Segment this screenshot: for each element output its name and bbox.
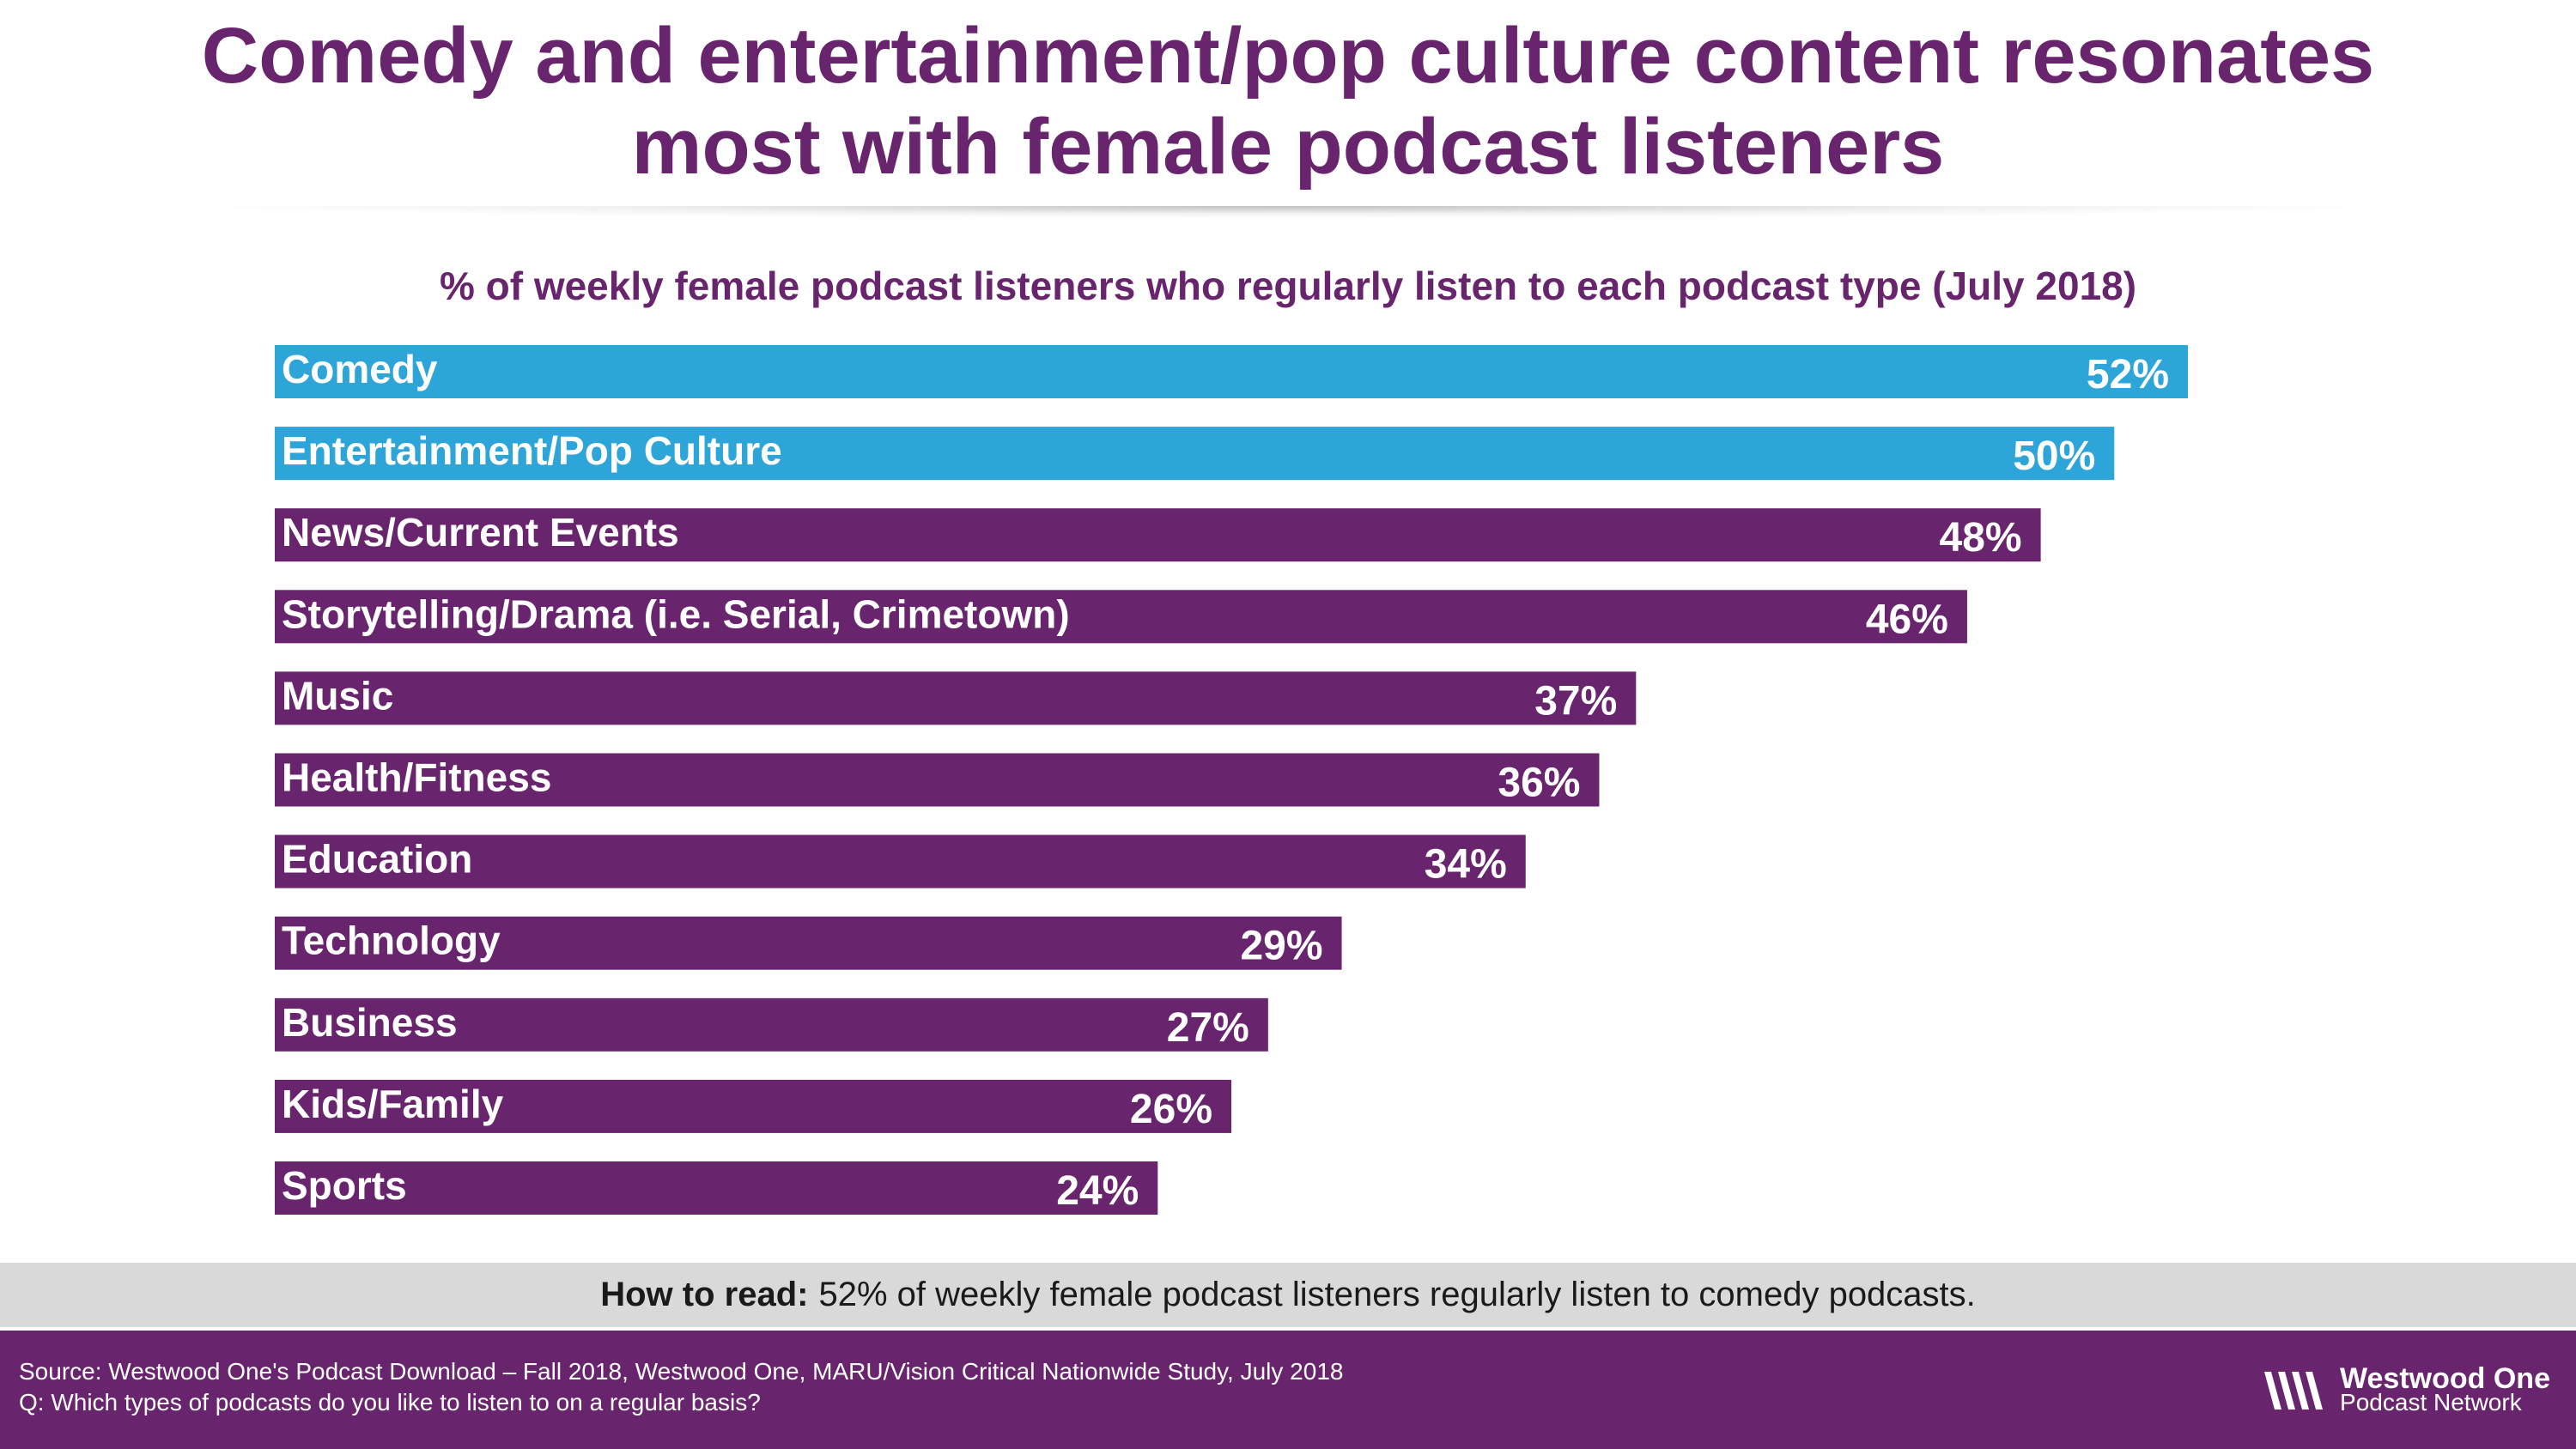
bar-value-label: 50% [2013, 433, 2095, 479]
title-line-1: Comedy and entertainment/pop culture con… [201, 12, 2375, 100]
bar-category-label: Health/Fitness [282, 755, 551, 800]
bar-group: Technology 29% [275, 916, 1342, 970]
bar-value-label: 36% [1498, 761, 1580, 806]
bar-category-label: Entertainment/Pop Culture [282, 428, 782, 473]
page-title: Comedy and entertainment/pop culture con… [0, 10, 2576, 192]
bar [275, 345, 2188, 398]
westwood-one-wave-icon [2264, 1372, 2324, 1410]
bar-value-label: 26% [1130, 1087, 1212, 1132]
bar-group: Music 37% [275, 671, 1637, 725]
bar-group: Kids/Family 26% [275, 1079, 1231, 1133]
bar-category-label: Comedy [282, 347, 438, 391]
bar [275, 590, 1967, 644]
bar [275, 916, 1342, 970]
bar-value-label: 27% [1167, 1005, 1249, 1051]
bar-group: Storytelling/Drama (i.e. Serial, Crimeto… [275, 590, 1967, 644]
how-to-read-banner: How to read: 52% of weekly female podcas… [0, 1263, 2576, 1327]
bar-group: Sports 24% [275, 1161, 1158, 1215]
source-text: Source: Westwood One's Podcast Download … [19, 1358, 1344, 1385]
title-line-2: most with female podcast listeners [631, 103, 1945, 191]
bar-value-label: 52% [2087, 352, 2169, 397]
bar-value-label: 48% [1940, 515, 2022, 561]
bar-category-label: Sports [282, 1163, 407, 1208]
chart-title: % of weekly female podcast listeners who… [439, 264, 2137, 308]
bar-category-label: Business [282, 1000, 458, 1045]
footer: Source: Westwood One's Podcast Download … [0, 1331, 2576, 1449]
bar-group: Business 27% [275, 997, 1268, 1052]
bar [275, 753, 1600, 807]
bar-group: News/Current Events 48% [275, 508, 2041, 562]
bar-category-label: Storytelling/Drama (i.e. Serial, Crimeto… [282, 591, 1070, 636]
bar [275, 1161, 1158, 1215]
bar-group: Entertainment/Pop Culture 50% [275, 427, 2115, 481]
bar-group: Health/Fitness 36% [275, 753, 1600, 807]
bar-group: Education 34% [275, 834, 1526, 888]
bar-value-label: 46% [1866, 597, 1948, 642]
bar-value-label: 34% [1425, 842, 1507, 888]
bar-category-label: News/Current Events [282, 510, 679, 555]
title-divider [206, 206, 2370, 218]
bar [275, 671, 1637, 725]
source-notes: Source: Westwood One's Podcast Download … [19, 1356, 1343, 1418]
question-text: Q: Which types of podcasts do you like t… [19, 1389, 761, 1416]
bar [275, 834, 1526, 888]
bar-category-label: Technology [282, 919, 501, 963]
logo-name: Westwood One [2340, 1362, 2550, 1395]
westwood-one-logo: Westwood One Podcast Network [2263, 1362, 2550, 1416]
logo-subtitle: Podcast Network [2340, 1389, 2522, 1416]
how-to-read-label: How to read: [600, 1276, 809, 1313]
bar-category-label: Kids/Family [282, 1082, 504, 1126]
how-to-read-text: 52% of weekly female podcast listeners r… [818, 1276, 1976, 1313]
bar [275, 1079, 1231, 1133]
bar [275, 508, 2041, 562]
bar-value-label: 37% [1534, 678, 1617, 724]
bar-value-label: 29% [1240, 924, 1322, 969]
bar-value-label: 24% [1056, 1168, 1139, 1214]
bar [275, 427, 2115, 481]
bar-category-label: Music [282, 673, 393, 718]
bar-category-label: Education [282, 837, 472, 882]
bar-group: Comedy 52% [275, 345, 2188, 398]
bar [275, 997, 1268, 1052]
